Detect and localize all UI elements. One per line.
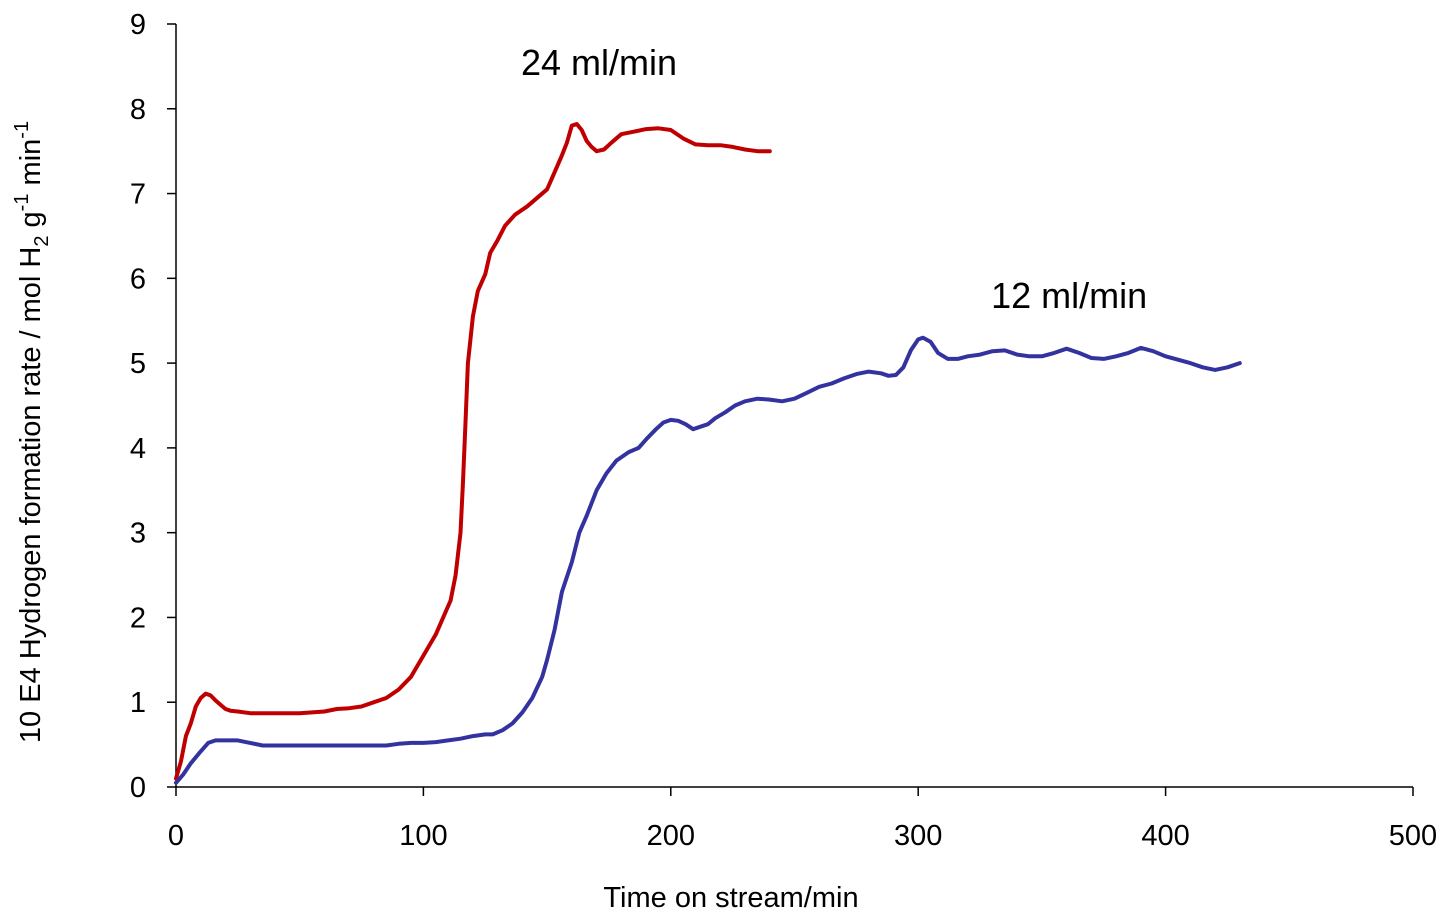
- y-axis-title-sup2: -1: [11, 121, 33, 139]
- x-tick-label: 100: [399, 820, 447, 852]
- y-axis-title-g: g: [15, 211, 47, 235]
- x-tick-label: 300: [894, 820, 942, 852]
- series-line-1: [174, 122, 772, 781]
- x-tick-label: 400: [1141, 820, 1189, 852]
- series-lines: [174, 122, 1242, 785]
- y-axis-title: 10 E4 Hydrogen formation rate / mol H2 g…: [11, 121, 53, 743]
- x-ticks: 0 100 200 300 400 500: [168, 787, 1437, 852]
- y-tick-label: 7: [130, 179, 146, 211]
- y-tick-label: 3: [130, 518, 146, 550]
- y-tick-label: 6: [130, 263, 146, 295]
- y-axis-title-min: min: [15, 139, 47, 194]
- axes: [175, 24, 1413, 788]
- series-label-1: 24 ml/min: [521, 42, 677, 83]
- y-tick-label: 0: [130, 772, 146, 804]
- series-line-2: [174, 335, 1242, 785]
- x-tick-label: 200: [647, 820, 695, 852]
- y-tick-label: 8: [130, 94, 146, 126]
- series-label-2: 12 ml/min: [991, 275, 1147, 316]
- y-tick-label: 2: [130, 602, 146, 634]
- y-axis-title-sup1: -1: [11, 194, 33, 212]
- x-tick-label: 500: [1389, 820, 1437, 852]
- x-tick-label: 0: [168, 820, 184, 852]
- y-axis-title-main: 10 E4 Hydrogen formation rate / mol H: [15, 247, 47, 743]
- y-tick-label: 5: [130, 348, 146, 380]
- y-tick-label: 1: [130, 687, 146, 719]
- x-axis-title: Time on stream/min: [603, 882, 858, 914]
- series-labels: 24 ml/min 12 ml/min: [521, 42, 1147, 316]
- y-tick-label: 4: [130, 433, 146, 465]
- y-axis-title-sub: 2: [31, 235, 53, 246]
- y-tick-label: 9: [130, 9, 146, 41]
- y-ticks: 0 1 2 3 4 5 6 7 8 9: [130, 9, 176, 804]
